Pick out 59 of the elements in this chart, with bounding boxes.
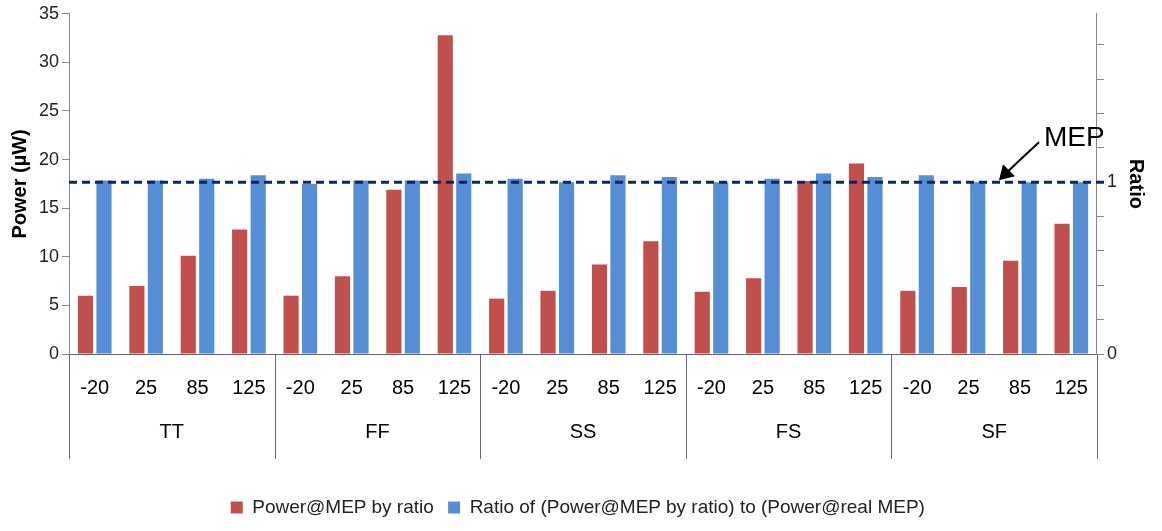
- bar: [199, 178, 215, 354]
- x-tick-label: 85: [803, 375, 826, 398]
- x-tick-label: 125: [1054, 375, 1088, 398]
- bar: [180, 255, 196, 354]
- x-tick-label: -20: [902, 375, 932, 398]
- x-tick-label: 85: [1008, 375, 1032, 398]
- x-tick-label: 125: [849, 375, 883, 398]
- x-tick-label: 125: [437, 375, 472, 398]
- x-tick-label: 25: [340, 375, 363, 398]
- y2-axis-title: Ratio: [1126, 158, 1149, 209]
- bar: [970, 182, 986, 354]
- x-tick-label: 25: [134, 375, 158, 398]
- x-tick-label: 85: [597, 375, 620, 398]
- bar: [353, 180, 369, 354]
- x-tick-label: 85: [186, 375, 209, 398]
- text: TT: [159, 419, 185, 442]
- y-tick-label: 0: [49, 342, 60, 363]
- bar: [283, 295, 299, 354]
- bar: [713, 182, 729, 354]
- bar: [437, 35, 453, 354]
- x-tick-label: -20: [697, 375, 726, 398]
- x-tick-label: -20: [80, 375, 110, 398]
- x-tick-label: 125: [643, 375, 677, 398]
- y-tick-label: 10: [38, 245, 60, 266]
- y2-tick-label: 0: [1106, 342, 1117, 363]
- y-tick-label: 5: [49, 294, 60, 315]
- legend-label: Power@MEP by ratio: [252, 495, 434, 517]
- x-tick-label: 125: [232, 375, 266, 398]
- x-tick-label: 85: [391, 375, 415, 398]
- bar: [96, 180, 112, 354]
- bar: [694, 291, 710, 354]
- y-tick-label: 20: [38, 148, 60, 169]
- text: SF: [981, 419, 1007, 442]
- y-axis-title: Power (µW): [7, 129, 30, 239]
- y2-tick-label: 1: [1106, 171, 1117, 192]
- text: SS: [569, 419, 597, 442]
- bar: [507, 178, 523, 354]
- bar: [764, 178, 780, 354]
- bar: [456, 173, 472, 354]
- bar: [951, 286, 967, 354]
- bar: [558, 182, 575, 354]
- text: FF: [365, 419, 390, 442]
- bar: [301, 183, 318, 354]
- x-tick-label: 25: [957, 375, 980, 398]
- bar: [489, 298, 505, 354]
- x-tick-label: -20: [285, 375, 315, 398]
- legend-label: Ratio of (Power@MEP by ratio) to (Power@real MEP): [469, 495, 925, 517]
- text: FS: [775, 419, 802, 442]
- bar: [867, 177, 883, 354]
- x-tick-label: -20: [491, 375, 521, 398]
- bar: [147, 180, 163, 354]
- y-tick-label: 25: [38, 99, 60, 120]
- x-tick-label: 25: [546, 375, 569, 398]
- x-tick-label: 25: [751, 375, 775, 398]
- ref-line-label: MEP: [1043, 120, 1105, 152]
- y-tick-label: 15: [38, 197, 60, 218]
- y-tick-label: 35: [38, 2, 60, 23]
- y-tick-label: 30: [38, 51, 60, 72]
- bar: [918, 175, 934, 354]
